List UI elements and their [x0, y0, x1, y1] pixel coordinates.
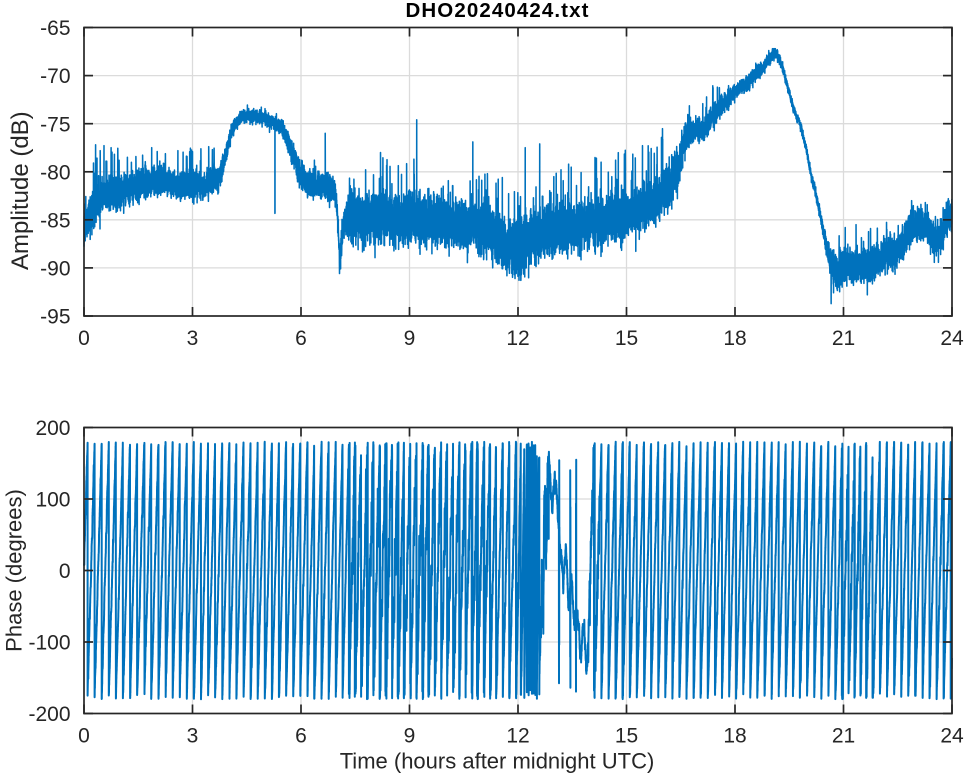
svg-text:Amplitude (dB): Amplitude (dB)	[7, 111, 34, 270]
svg-text:6: 6	[295, 327, 307, 350]
svg-text:9: 9	[404, 327, 416, 350]
svg-text:21: 21	[832, 725, 855, 748]
svg-text:-95: -95	[40, 306, 70, 329]
svg-text:18: 18	[723, 725, 746, 748]
svg-text:-200: -200	[28, 703, 70, 726]
svg-text:0: 0	[59, 560, 71, 583]
svg-text:-90: -90	[40, 258, 70, 281]
svg-text:15: 15	[615, 327, 638, 350]
svg-text:DHO20240424.txt: DHO20240424.txt	[405, 0, 589, 22]
svg-text:12: 12	[506, 327, 529, 350]
svg-text:9: 9	[404, 725, 416, 748]
svg-text:-100: -100	[28, 632, 70, 655]
svg-text:12: 12	[506, 725, 529, 748]
svg-text:0: 0	[78, 725, 90, 748]
svg-text:18: 18	[723, 327, 746, 350]
svg-text:Time (hours after midnight UTC: Time (hours after midnight UTC)	[340, 749, 655, 774]
svg-text:100: 100	[35, 489, 70, 512]
svg-text:3: 3	[187, 327, 199, 350]
svg-text:3: 3	[187, 725, 199, 748]
svg-text:24: 24	[940, 327, 964, 350]
svg-text:-65: -65	[40, 17, 70, 40]
svg-text:6: 6	[295, 725, 307, 748]
svg-text:-80: -80	[40, 161, 70, 184]
svg-text:21: 21	[832, 327, 855, 350]
svg-text:-85: -85	[40, 209, 70, 232]
svg-text:Phase (degrees): Phase (degrees)	[2, 489, 27, 652]
svg-text:0: 0	[78, 327, 90, 350]
svg-text:-75: -75	[40, 113, 70, 136]
svg-text:200: 200	[35, 417, 70, 440]
svg-text:15: 15	[615, 725, 638, 748]
svg-text:-70: -70	[40, 65, 70, 88]
svg-text:24: 24	[940, 725, 964, 748]
